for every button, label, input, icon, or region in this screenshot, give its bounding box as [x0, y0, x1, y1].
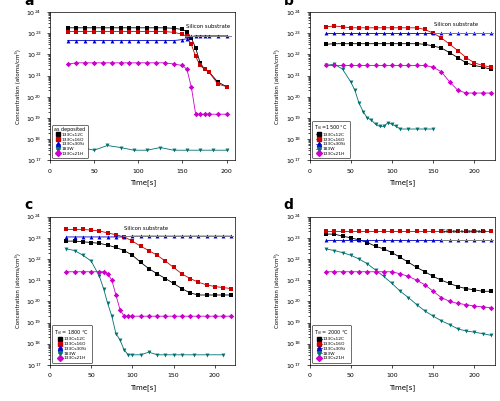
Text: Silicon substrate: Silicon substrate [434, 22, 478, 27]
X-axis label: Time[s]: Time[s] [389, 179, 415, 186]
X-axis label: Time[s]: Time[s] [130, 384, 156, 391]
Text: c: c [24, 198, 32, 212]
Y-axis label: Concentration (atoms/cm³): Concentration (atoms/cm³) [274, 253, 280, 328]
Legend: 133Cs12C, 133Cs16O, 133Cs30Si, 183W, 133Cs21H: 133Cs12C, 133Cs16O, 133Cs30Si, 183W, 133… [52, 326, 92, 363]
Text: a: a [24, 0, 34, 8]
Text: Silicon substrate: Silicon substrate [186, 24, 230, 30]
Y-axis label: Concentration (atoms/cm³): Concentration (atoms/cm³) [274, 49, 280, 124]
Y-axis label: Concentration (atoms/cm³): Concentration (atoms/cm³) [15, 253, 21, 328]
X-axis label: Time[s]: Time[s] [130, 179, 156, 186]
Legend: 133Cs12C, 133Cs16O, 133Cs30Si, 183W, 133Cs21H: 133Cs12C, 133Cs16O, 133Cs30Si, 183W, 133… [312, 326, 351, 363]
Text: b: b [284, 0, 294, 8]
X-axis label: Time[s]: Time[s] [389, 384, 415, 391]
Y-axis label: Concentration (atoms/cm³): Concentration (atoms/cm³) [15, 49, 21, 124]
Legend: 133Cs12C, 133Cs16O, 133Cs30Si, 183W, 133Cs21H: 133Cs12C, 133Cs16O, 133Cs30Si, 183W, 133… [312, 121, 350, 158]
Text: Silicon substrate: Silicon substrate [442, 229, 486, 234]
Text: d: d [284, 198, 294, 212]
Legend: 133Cs12C, 133Cs16O, 133Cs30Si, 183W, 133Cs21H: 133Cs12C, 133Cs16O, 133Cs30Si, 183W, 133… [52, 125, 88, 158]
Text: Silicon substrate: Silicon substrate [124, 226, 168, 231]
